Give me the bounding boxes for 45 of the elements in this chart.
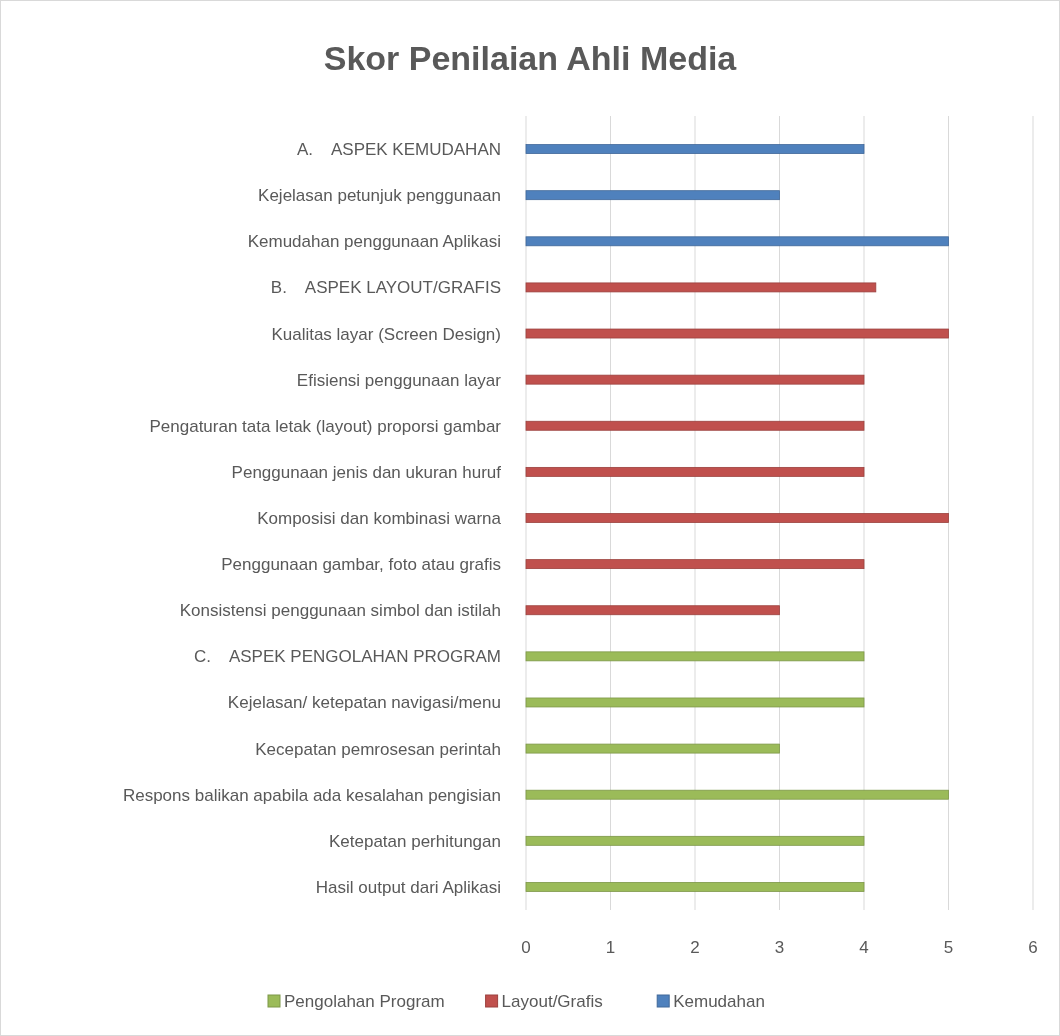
legend-label: Layout/Grafis	[501, 992, 603, 1011]
bar	[525, 697, 865, 708]
y-tick-label: A. ASPEK KEMUDAHAN	[296, 140, 501, 160]
x-tick-label: 6	[1028, 938, 1038, 957]
bar	[525, 282, 877, 293]
y-tick-label: Respons balikan apabila ada kesalahan pengisian	[122, 785, 501, 805]
bar	[525, 190, 780, 201]
x-tick-label: 5	[943, 938, 954, 957]
bar	[525, 605, 780, 616]
chart-title: Skor Penilaian Ahli Media	[323, 39, 738, 77]
y-tick-label: Kemudahan penggunaan Aplikasi	[247, 232, 501, 252]
bar	[525, 466, 865, 477]
bar	[525, 651, 865, 662]
x-tick-label: 4	[859, 938, 869, 957]
bar	[525, 513, 949, 523]
bar	[525, 743, 780, 754]
x-tick-label: 0	[521, 938, 531, 957]
x-tick-label: 2	[690, 938, 700, 957]
y-tick-label: Penggunaan jenis dan ukuran huruf	[231, 462, 502, 482]
y-tick-label: Ketepatan perhitungan	[328, 831, 501, 851]
legend-label: Kemudahan	[673, 992, 765, 1011]
bar	[525, 374, 865, 385]
bar	[525, 328, 949, 339]
legend-label: Pengolahan Program	[284, 992, 445, 1011]
bar	[525, 236, 949, 247]
bar	[525, 144, 865, 154]
y-tick-label: C. ASPEK PENGOLAHAN PROGRAM	[193, 647, 501, 667]
y-tick-label: Kualitas layar (Screen Design)	[271, 324, 501, 344]
x-tick-label: 3	[774, 938, 785, 957]
y-tick-label: Hasil output dari Aplikasi	[315, 877, 501, 897]
bar	[525, 835, 865, 846]
y-tick-label: B. ASPEK LAYOUT/GRAFIS	[270, 278, 501, 298]
y-tick-label: Kejelasan/ ketepatan navigasi/menu	[227, 693, 501, 713]
y-tick-label: Kejelasan petunjuk penggunaan	[258, 186, 501, 206]
x-tick-label: 1	[605, 938, 616, 957]
y-tick-label: Konsistensi penggunaan simbol dan istilah	[179, 601, 501, 621]
y-tick-label: Efisiensi penggunaan layar	[296, 370, 502, 390]
bar	[525, 420, 865, 431]
bar	[525, 882, 865, 892]
bar	[525, 789, 949, 800]
y-tick-label: Penggunaan gambar, foto atau grafis	[221, 555, 501, 575]
y-tick-label: Pengaturan tata letak (layout) proporsi gambar	[149, 416, 502, 436]
bar	[525, 559, 865, 570]
y-tick-label: Komposisi dan kombinasi warna	[257, 509, 502, 528]
y-tick-label: Kecepatan pemrosesan perintah	[255, 739, 501, 759]
